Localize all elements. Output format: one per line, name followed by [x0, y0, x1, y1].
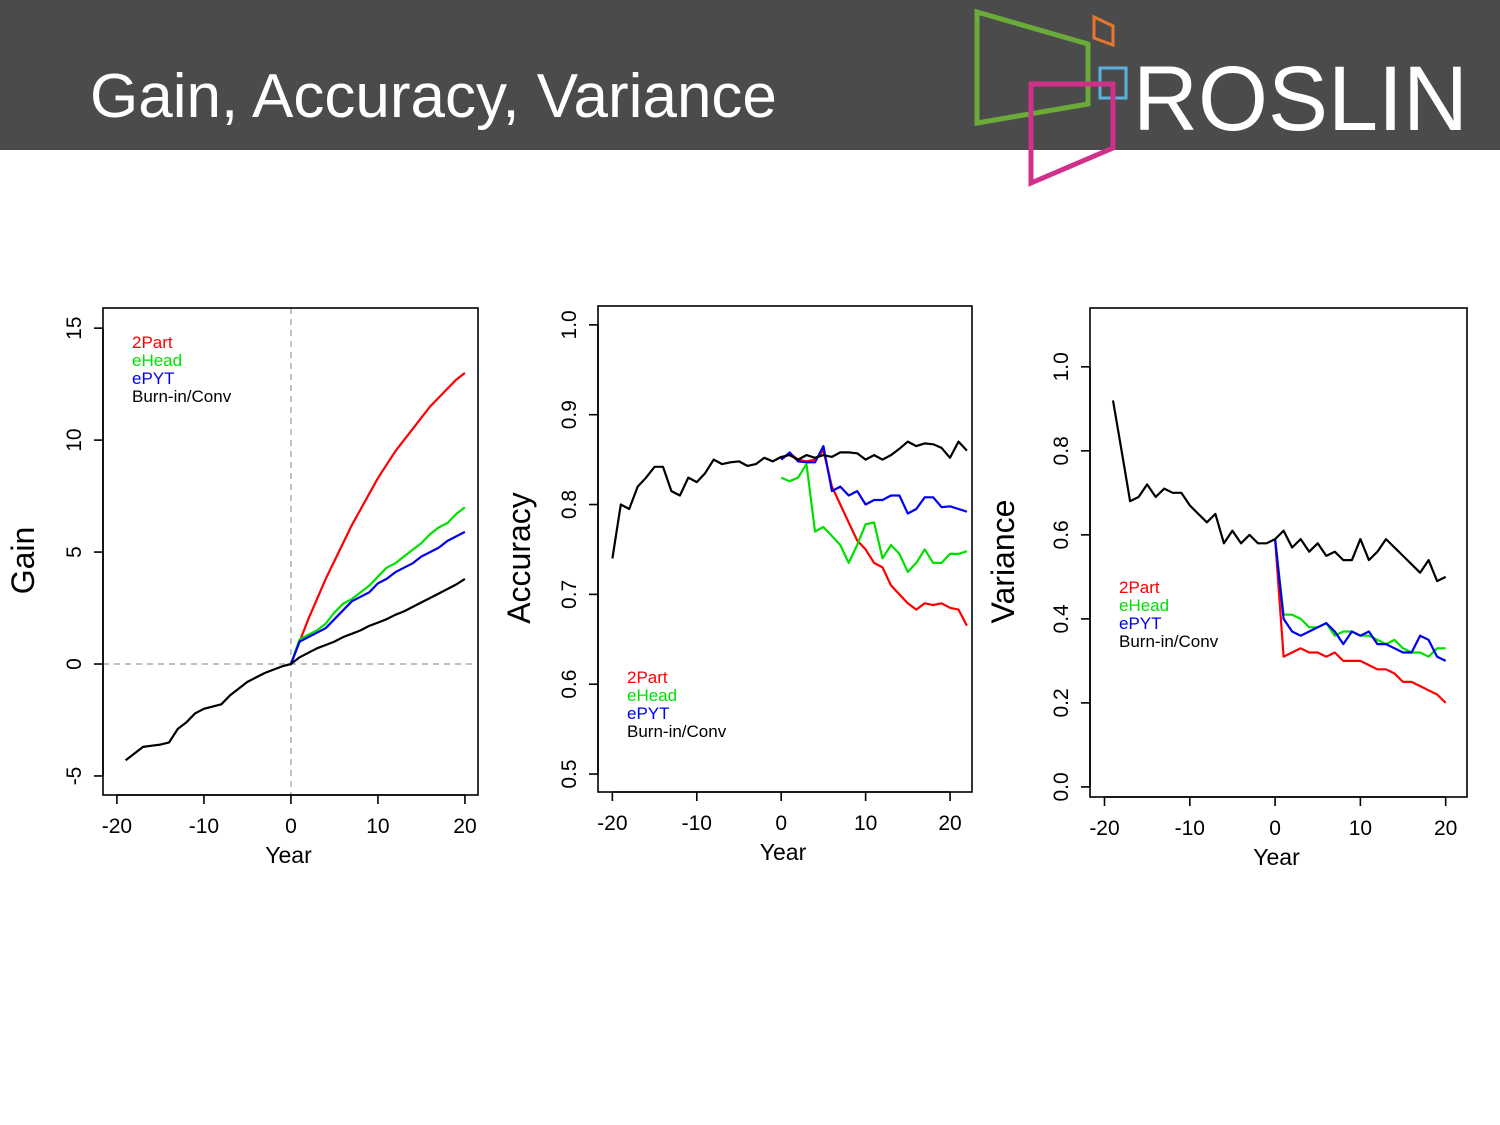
plot-frame: [1089, 307, 1468, 798]
y-axis-label: Variance: [985, 500, 1021, 624]
y-tick-label: 0.4: [1050, 604, 1073, 634]
plot: -20 -10 0 10 20 -5 0 5 10 15 Year Gain 2ParteHeadePY…: [5, 307, 479, 868]
legend-entry: Burn-in/Conv: [132, 387, 232, 406]
legend-entry: eHead: [132, 351, 182, 370]
x-tick-label: 20: [1434, 817, 1457, 840]
logo: [974, 8, 1128, 187]
x-tick-label: 0: [285, 815, 297, 838]
x-tick-label: 10: [854, 812, 877, 835]
series-line: [289, 372, 466, 665]
logo-shape-green: [974, 8, 1091, 126]
logo-text: ROSLIN: [1133, 48, 1468, 150]
series-line: [780, 449, 968, 627]
series-line: [289, 530, 466, 665]
legend-entry: eHead: [627, 686, 677, 705]
logo-shape-orange: [1092, 14, 1115, 48]
x-tick-label: 0: [1269, 817, 1281, 840]
legend-entry: Burn-in/Conv: [627, 722, 727, 741]
y-tick-label: 0.6: [1050, 520, 1073, 549]
plot: -20 -10 0 10 20 0.0 0.2 0.4 0.6 0.8 1.0 Year Varianc…: [985, 307, 1468, 870]
y-tick-label: 0.2: [1050, 688, 1073, 717]
series-line: [1274, 539, 1447, 704]
y-tick-label: 10: [63, 428, 86, 451]
series-line: [611, 440, 968, 559]
series-line: [1274, 538, 1447, 662]
x-tick-label: -10: [682, 812, 712, 835]
x-tick-label: 0: [775, 812, 787, 835]
legend-entry: ePYT: [132, 369, 175, 388]
series-line: [124, 577, 466, 762]
legend-entry: eHead: [1119, 596, 1169, 615]
x-tick-label: 10: [366, 815, 389, 838]
y-tick-label: 1.0: [1050, 352, 1073, 381]
x-tick-label: -20: [1089, 817, 1119, 840]
y-tick-label: 0.8: [558, 490, 581, 519]
legend-entry: Burn-in/Conv: [1119, 632, 1219, 651]
y-tick-label: 1.0: [558, 310, 581, 339]
logo-shape-pink: [1028, 81, 1116, 187]
series-line: [780, 445, 968, 515]
y-tick-label: 0.7: [558, 580, 581, 609]
y-tick-label: 0.5: [558, 759, 581, 788]
header-bar: [0, 0, 1500, 150]
x-tick-label: 20: [938, 812, 961, 835]
y-tick-label: 15: [63, 316, 86, 339]
x-axis-label: Year: [760, 839, 807, 865]
x-axis-label: Year: [265, 842, 312, 868]
x-tick-label: -20: [102, 815, 132, 838]
x-axis-label: Year: [1253, 844, 1300, 870]
legend-entry: 2Part: [132, 333, 173, 352]
legend-entry: ePYT: [1119, 614, 1162, 633]
x-tick-label: -10: [189, 815, 219, 838]
series-line: [289, 506, 466, 665]
y-axis-label: Accuracy: [501, 492, 537, 624]
legend-entry: ePYT: [627, 704, 670, 723]
legend-entry: 2Part: [627, 668, 668, 687]
y-tick-label: 0.0: [1050, 772, 1073, 801]
x-tick-label: -10: [1175, 817, 1205, 840]
x-tick-label: -20: [597, 812, 627, 835]
plot: -20 -10 0 10 20 0.5 0.6 0.7 0.8 0.9 1.0 Year Accurac…: [501, 305, 973, 865]
x-tick-label: 10: [1349, 817, 1372, 840]
y-axis-label: Gain: [5, 527, 41, 595]
legend-entry: 2Part: [1119, 578, 1160, 597]
logo-shape-blue: [1098, 66, 1128, 100]
slide-title: Gain, Accuracy, Variance: [90, 62, 777, 131]
y-tick-label: -5: [63, 767, 86, 786]
y-tick-label: 0: [63, 658, 86, 670]
y-tick-label: 5: [63, 546, 86, 558]
y-tick-label: 0.8: [1050, 436, 1073, 465]
y-tick-label: 0.9: [558, 400, 581, 429]
series-line: [1111, 400, 1447, 583]
series-line: [780, 463, 968, 573]
series-line: [1274, 538, 1446, 658]
y-tick-label: 0.6: [558, 670, 581, 699]
x-tick-label: 20: [453, 815, 476, 838]
